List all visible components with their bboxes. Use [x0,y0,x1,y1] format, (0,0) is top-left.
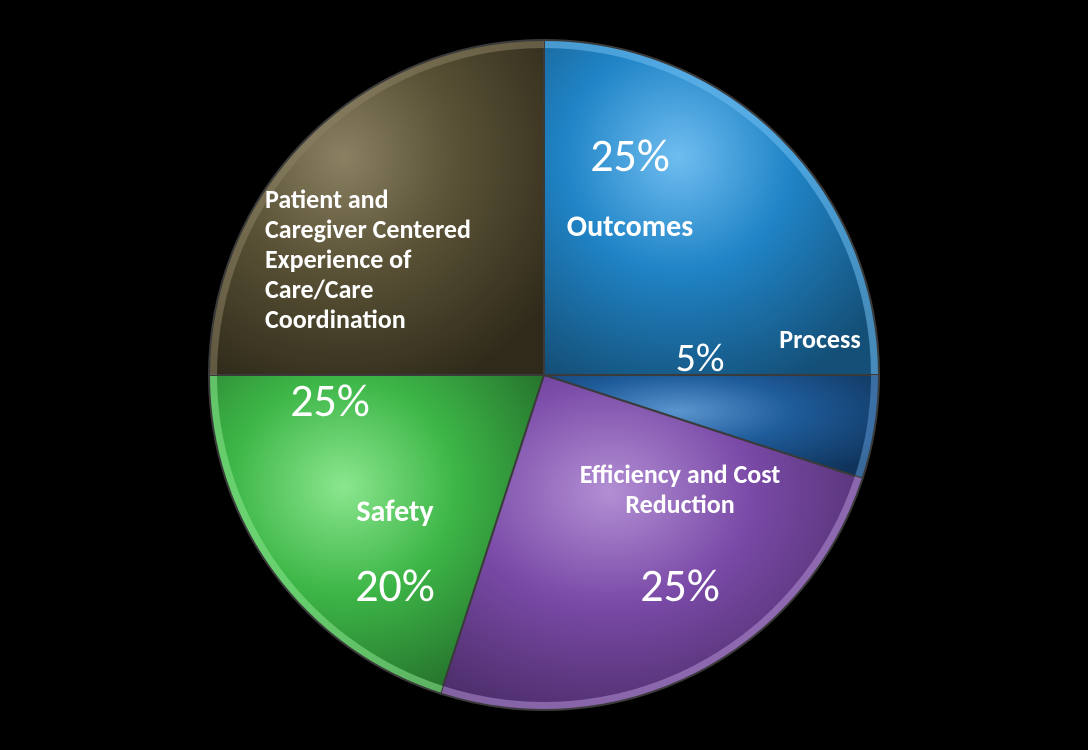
slice-name-safety: Safety [295,495,495,530]
slice-percent-outcomes: 25% [530,130,730,183]
slice-name-outcomes: Outcomes [530,210,730,245]
slice-percent-safety: 20% [295,560,495,613]
slice-name-patient: Patient and Caregiver Centered Experienc… [265,185,475,334]
slice-percent-patient: 25% [230,375,430,428]
pie-chart: 25%Outcomes5%Process25%Efficiency and Co… [0,0,1088,750]
pie-svg [0,0,1088,750]
slice-name-efficiency: Efficiency and Cost Reduction [550,460,810,520]
slice-percent-efficiency: 25% [580,560,780,613]
slice-name-process: Process [720,325,920,355]
